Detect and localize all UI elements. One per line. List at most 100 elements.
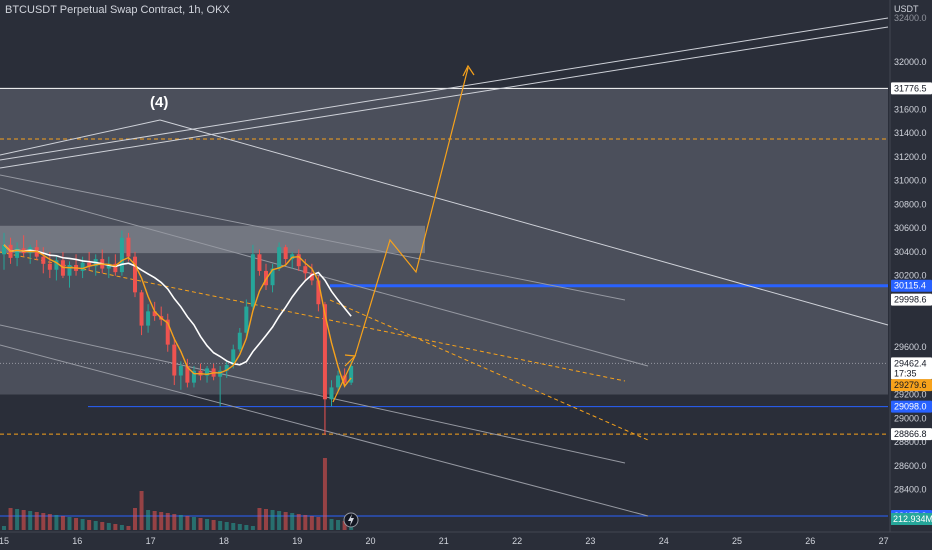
- channel-line-3: [0, 324, 626, 464]
- candle-body: [303, 266, 308, 274]
- volume-bar: [316, 517, 321, 530]
- candle-body: [277, 247, 282, 269]
- candle-body: [146, 311, 151, 326]
- candle-body: [178, 366, 183, 376]
- candle-body: [349, 366, 354, 383]
- candle-body: [47, 263, 52, 270]
- candle-body: [113, 263, 118, 273]
- volume-bar: [191, 517, 196, 530]
- resistance-zone: [0, 225, 425, 254]
- currency-label: USDT: [894, 4, 919, 14]
- volume-bar: [60, 516, 65, 530]
- lightning-glyph: [348, 514, 354, 526]
- x-tick-label: 18: [219, 536, 229, 546]
- volume-bar: [205, 519, 210, 530]
- price-tag: [891, 293, 932, 306]
- volume-bar: [342, 521, 347, 530]
- time-axis[interactable]: [0, 532, 932, 550]
- candle-body: [133, 256, 137, 293]
- candle-body: [250, 254, 255, 307]
- y-tick-label: 29600.0: [894, 342, 927, 352]
- candle-body: [185, 366, 190, 383]
- x-tick-label: 26: [805, 536, 815, 546]
- y-tick-label: 28400.0: [894, 485, 927, 495]
- candle-body: [119, 237, 124, 273]
- candle-body: [283, 247, 288, 260]
- x-tick-label: 19: [292, 536, 302, 546]
- volume-bar: [336, 520, 341, 530]
- volume-bar: [152, 511, 157, 530]
- trendline-upper-2: [0, 26, 889, 169]
- candle-body: [54, 260, 59, 270]
- volume-bar: [172, 514, 177, 530]
- volume-bar: [185, 516, 190, 530]
- price-tag: [891, 357, 932, 380]
- candle-body: [172, 344, 177, 376]
- candle-body: [329, 387, 334, 400]
- trendline-wave4-a: [0, 119, 161, 156]
- candle-body: [322, 304, 327, 400]
- x-tick-label: 21: [439, 536, 449, 546]
- candle-body: [296, 254, 301, 267]
- price-tag: [891, 279, 932, 292]
- trendline-upper-1: [0, 17, 889, 161]
- volume-bar: [290, 513, 295, 530]
- volume-bar: [231, 523, 236, 530]
- volume-bar: [296, 514, 301, 530]
- volume-bar: [322, 458, 327, 530]
- candle-body: [270, 268, 275, 286]
- candle-body: [244, 306, 249, 333]
- projection-arrowhead: [462, 64, 475, 77]
- y-tick-label: 32000.0: [894, 57, 927, 67]
- volume-bar: [2, 526, 6, 530]
- price-tag-label: 29098.0: [894, 402, 927, 412]
- moving-average-white: [3, 244, 352, 366]
- volume-bar: [303, 515, 308, 530]
- price-tag: [891, 400, 932, 413]
- candle-body: [80, 262, 85, 271]
- channel-line-2: [0, 187, 649, 367]
- volume-bar: [126, 526, 131, 530]
- volume-bar: [47, 514, 52, 530]
- y-tick-label: 29000.0: [894, 413, 927, 423]
- volume-bar: [198, 518, 203, 530]
- candle-body: [152, 311, 157, 317]
- y-tick-label: 28600.0: [894, 461, 927, 471]
- candle-body: [224, 364, 229, 371]
- x-tick-label: 15: [0, 536, 9, 546]
- channel-line-4: [0, 344, 649, 517]
- orange-channel-upper: [0, 251, 626, 382]
- volume-tag-label: 212.934M: [893, 514, 932, 524]
- volume-bar: [15, 509, 20, 530]
- price-tag-label: 29998.6: [894, 295, 927, 305]
- volume-bar: [28, 511, 33, 530]
- candle-body: [316, 280, 321, 305]
- price-tag: [891, 379, 932, 392]
- volume-bar: [146, 510, 151, 530]
- volume-bar: [80, 519, 85, 530]
- volume-bar: [54, 515, 59, 530]
- volume-bar: [113, 524, 118, 530]
- x-tick-label: 22: [512, 536, 522, 546]
- volume-bar: [329, 519, 334, 530]
- y-tick-label: 28800.0: [894, 437, 927, 447]
- y-tick-label: 30800.0: [894, 199, 927, 209]
- volume-bar: [100, 522, 105, 530]
- x-tick-label: 27: [879, 536, 889, 546]
- volume-bar: [21, 510, 26, 530]
- projection-path: [332, 67, 469, 403]
- volume-bar: [270, 510, 275, 530]
- x-tick-label: 17: [146, 536, 156, 546]
- candle-body: [41, 256, 46, 264]
- x-tick-label: 23: [585, 536, 595, 546]
- volume-bar: [106, 523, 111, 530]
- moving-average-orange: [3, 244, 352, 388]
- volume-bar: [264, 509, 268, 530]
- x-tick-label: 20: [365, 536, 375, 546]
- candle-body: [237, 332, 242, 350]
- x-tick-label: 16: [72, 536, 82, 546]
- candle-body: [231, 349, 236, 365]
- volume-bar: [41, 513, 46, 530]
